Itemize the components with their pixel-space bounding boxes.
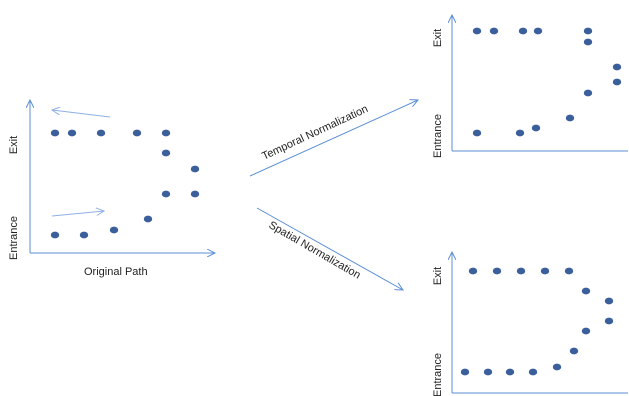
spatial-ylabel-entrance: Entrance <box>432 353 444 396</box>
original-points <box>50 129 200 239</box>
original-hint-arrow-left <box>52 110 111 118</box>
spatial-ylabel-exit: Exit <box>432 267 444 285</box>
arrow-to-temporal <box>249 100 418 177</box>
point <box>190 165 200 173</box>
point <box>50 231 60 239</box>
point <box>564 267 574 275</box>
point <box>516 267 526 275</box>
point <box>583 89 593 97</box>
original-hint-arrow-right <box>51 211 104 217</box>
point <box>583 38 593 46</box>
transform-arrows: Temporal Normalization Spatial Normaliza… <box>249 100 418 290</box>
point <box>50 129 60 137</box>
point <box>569 347 579 355</box>
point <box>161 129 171 137</box>
point <box>515 129 525 137</box>
point <box>109 226 119 234</box>
point <box>604 317 614 325</box>
point <box>67 129 77 137</box>
point <box>604 297 614 305</box>
point <box>612 63 622 71</box>
point <box>492 267 502 275</box>
temporal-ylabel-exit: Exit <box>432 29 444 47</box>
panel-original: Exit Entrance Original Path <box>8 100 215 278</box>
point <box>468 267 478 275</box>
point <box>96 129 106 137</box>
point <box>533 27 543 35</box>
point <box>565 114 575 122</box>
point <box>583 27 593 35</box>
temporal-caption: Temporal Normalization <box>260 103 370 163</box>
point <box>489 27 499 35</box>
point <box>518 27 528 35</box>
point <box>190 190 200 198</box>
panel-temporal: Exit Entrance <box>432 15 628 158</box>
temporal-points <box>472 27 622 137</box>
point <box>531 124 541 132</box>
point <box>161 190 171 198</box>
original-caption: Original Path <box>84 266 148 278</box>
point <box>79 231 89 239</box>
point <box>161 149 171 157</box>
point <box>132 129 142 137</box>
original-ylabel-exit: Exit <box>8 136 20 154</box>
panel-spatial: Exit Entrance <box>432 252 628 396</box>
point <box>472 129 482 137</box>
original-ylabel-entrance: Entrance <box>8 216 20 260</box>
spatial-caption: Spatial Normalization <box>267 219 363 281</box>
point <box>505 368 515 376</box>
point <box>143 215 153 223</box>
temporal-ylabel-entrance: Entrance <box>432 114 444 158</box>
point <box>472 27 482 35</box>
point <box>528 368 538 376</box>
arrow-to-spatial <box>256 207 403 290</box>
point <box>612 78 622 86</box>
point <box>540 267 550 275</box>
point <box>581 287 591 295</box>
point <box>552 363 562 371</box>
spatial-points <box>460 267 614 376</box>
point <box>483 368 493 376</box>
point <box>581 327 591 335</box>
point <box>460 368 470 376</box>
